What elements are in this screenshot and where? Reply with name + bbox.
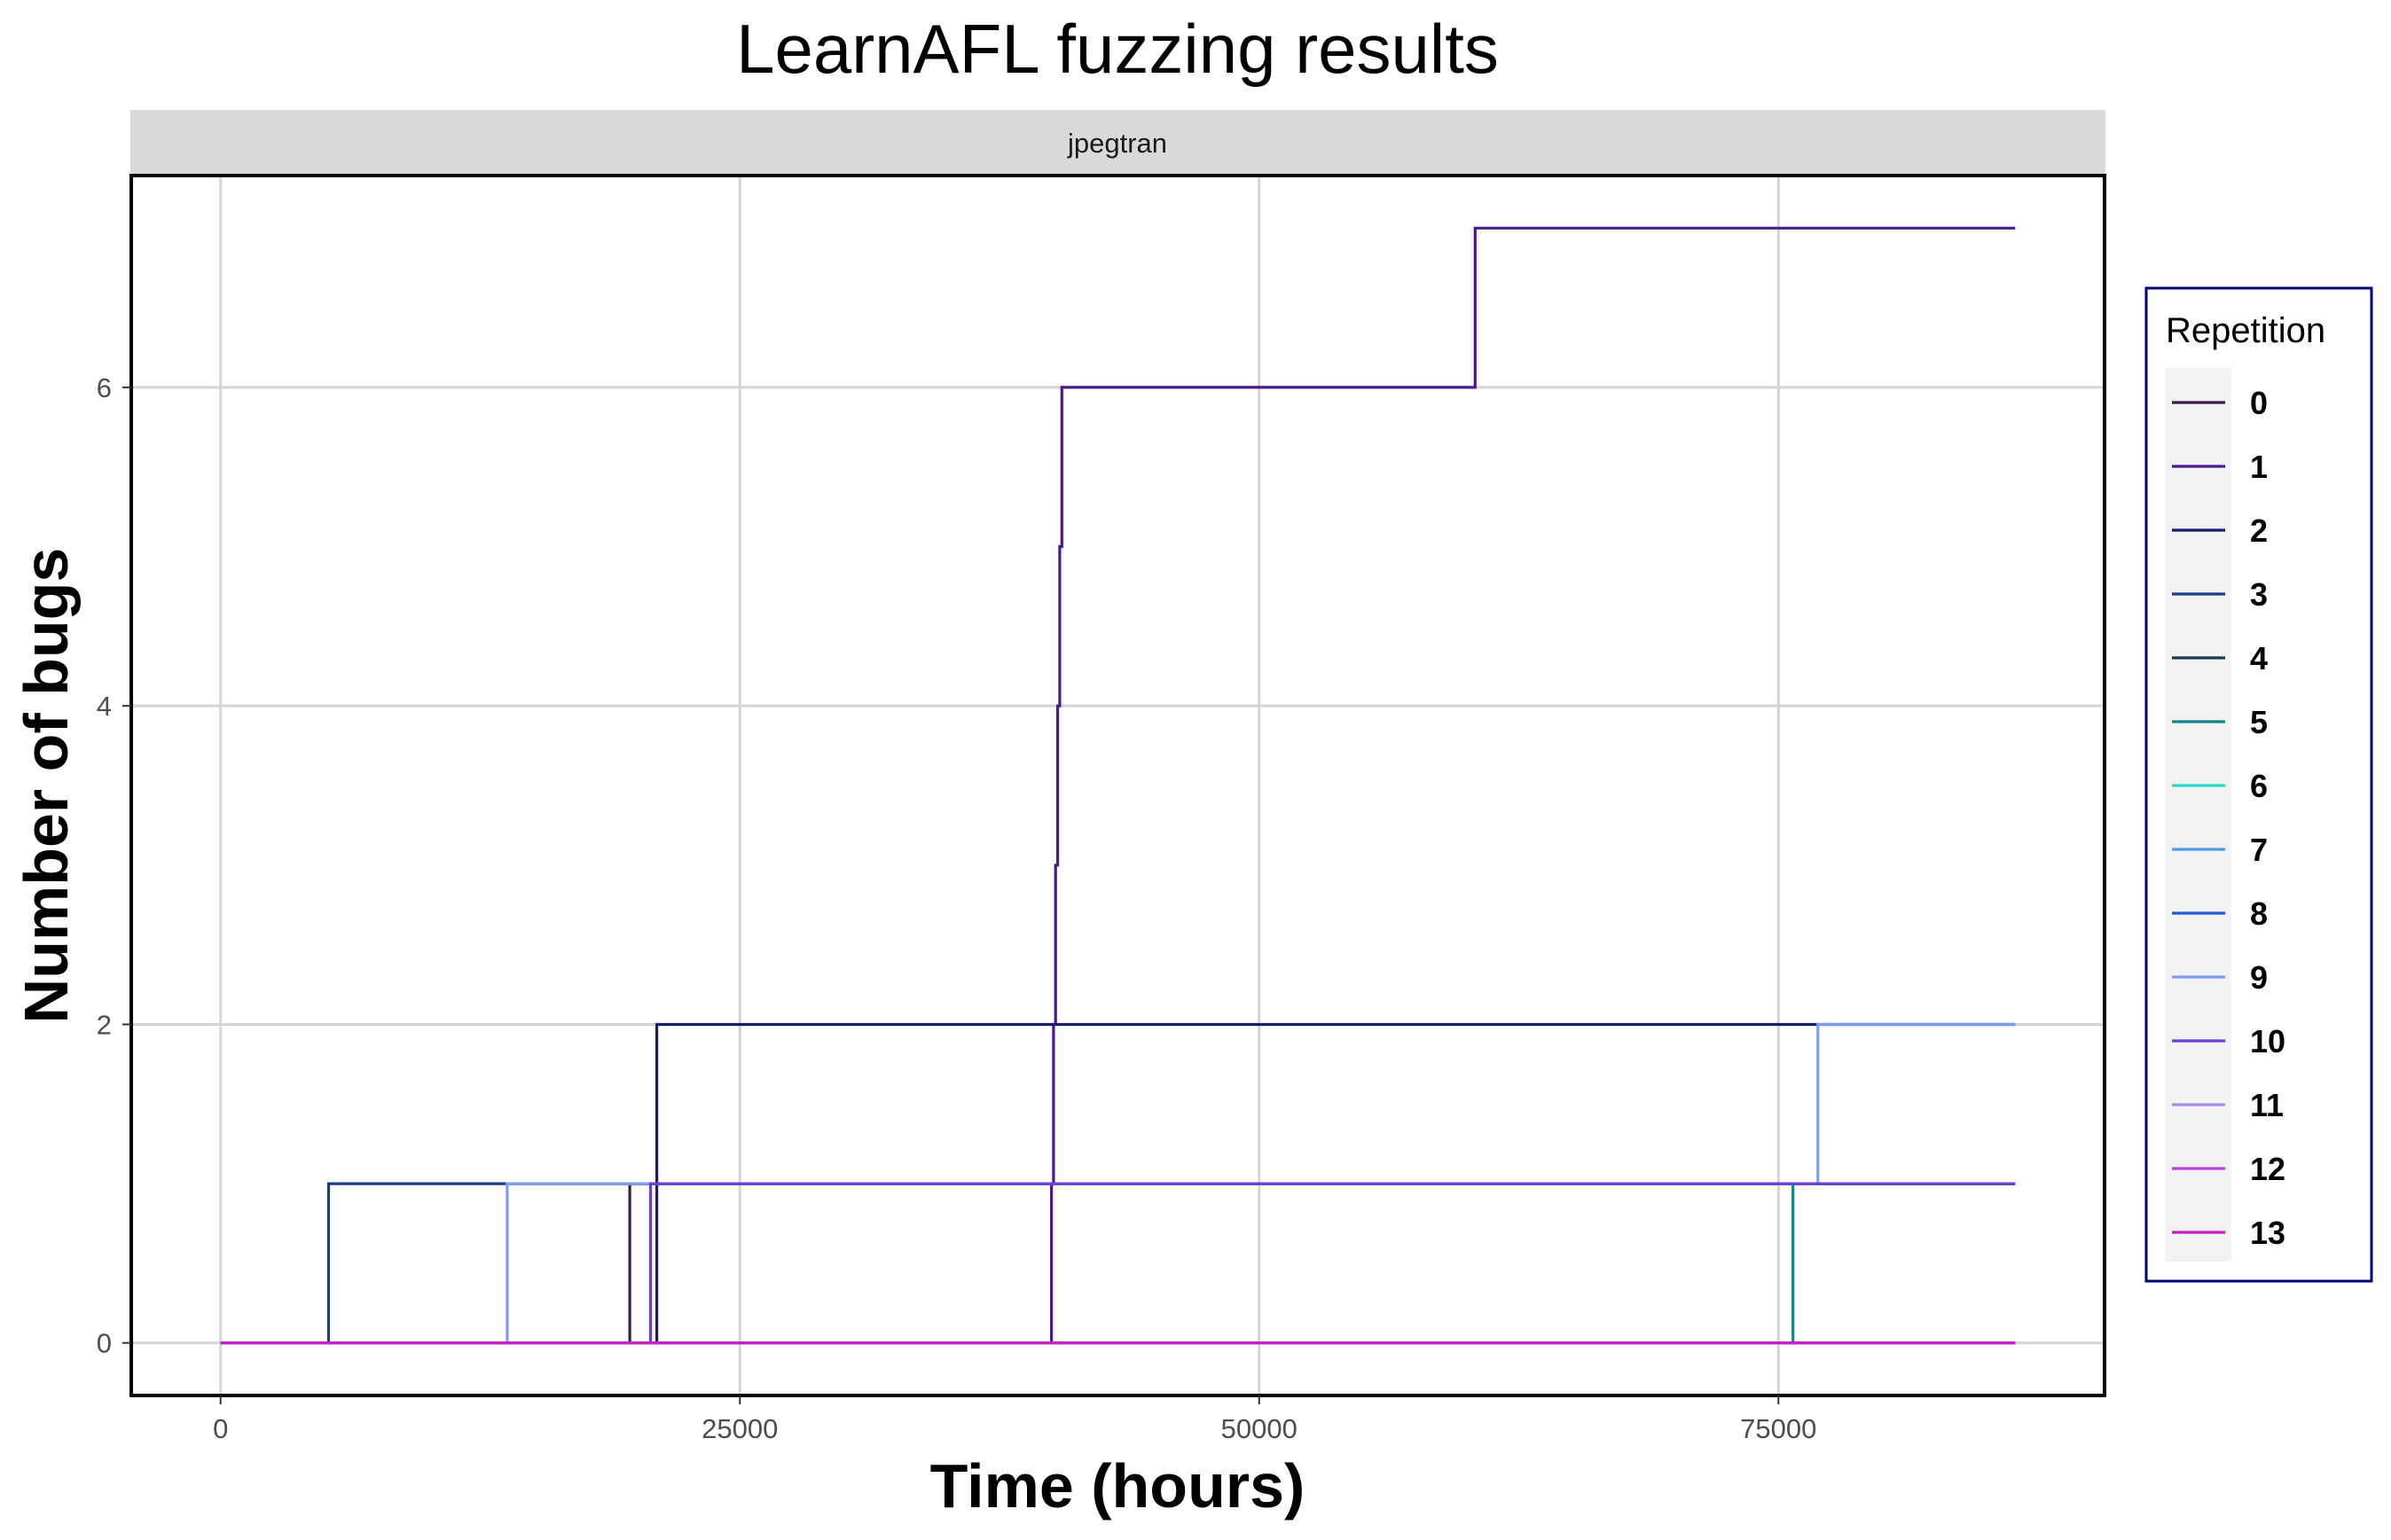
legend-label-3: 3 <box>2250 576 2268 613</box>
facet-strip-label: jpegtran <box>1067 128 1167 159</box>
series-lines <box>220 226 2016 1345</box>
legend-label-6: 6 <box>2250 768 2268 804</box>
axis-ticks: 0 25000 50000 75000 0 2 4 6 <box>97 372 1817 1444</box>
x-axis-title: Time (hours) <box>930 1451 1305 1520</box>
legend-label-9: 9 <box>2250 959 2268 996</box>
x-tick-label-1: 25000 <box>702 1413 778 1444</box>
legend-label-8: 8 <box>2250 895 2268 932</box>
y-tick-label-1: 2 <box>97 1009 112 1040</box>
y-tick-label-2: 4 <box>97 691 112 722</box>
y-tick-label-0: 0 <box>97 1328 112 1359</box>
plot-panel-border <box>129 174 2106 1397</box>
legend-label-5: 5 <box>2250 704 2268 740</box>
plot-panel <box>131 176 2105 1395</box>
legend-label-11: 11 <box>2250 1087 2284 1123</box>
legend-title: Repetition <box>2166 311 2325 350</box>
legend-label-1: 1 <box>2250 449 2268 485</box>
legend-label-13: 13 <box>2250 1215 2285 1251</box>
y-axis-title: Number of bugs <box>12 548 81 1024</box>
chart-title: LearnAFL fuzzing results <box>736 10 1499 88</box>
x-tick-label-2: 50000 <box>1221 1413 1297 1444</box>
legend-key-background <box>2166 368 2231 1262</box>
legend-label-12: 12 <box>2250 1151 2285 1187</box>
legend-label-2: 2 <box>2250 512 2268 549</box>
legend-label-10: 10 <box>2250 1023 2285 1059</box>
x-tick-label-3: 75000 <box>1740 1413 1816 1444</box>
legend-label-4: 4 <box>2250 640 2268 676</box>
facet-strip <box>130 110 2105 174</box>
y-tick-label-3: 6 <box>97 372 112 403</box>
legend-label-7: 7 <box>2250 832 2268 868</box>
x-tick-label-0: 0 <box>213 1413 228 1444</box>
legend-label-0: 0 <box>2250 385 2268 421</box>
